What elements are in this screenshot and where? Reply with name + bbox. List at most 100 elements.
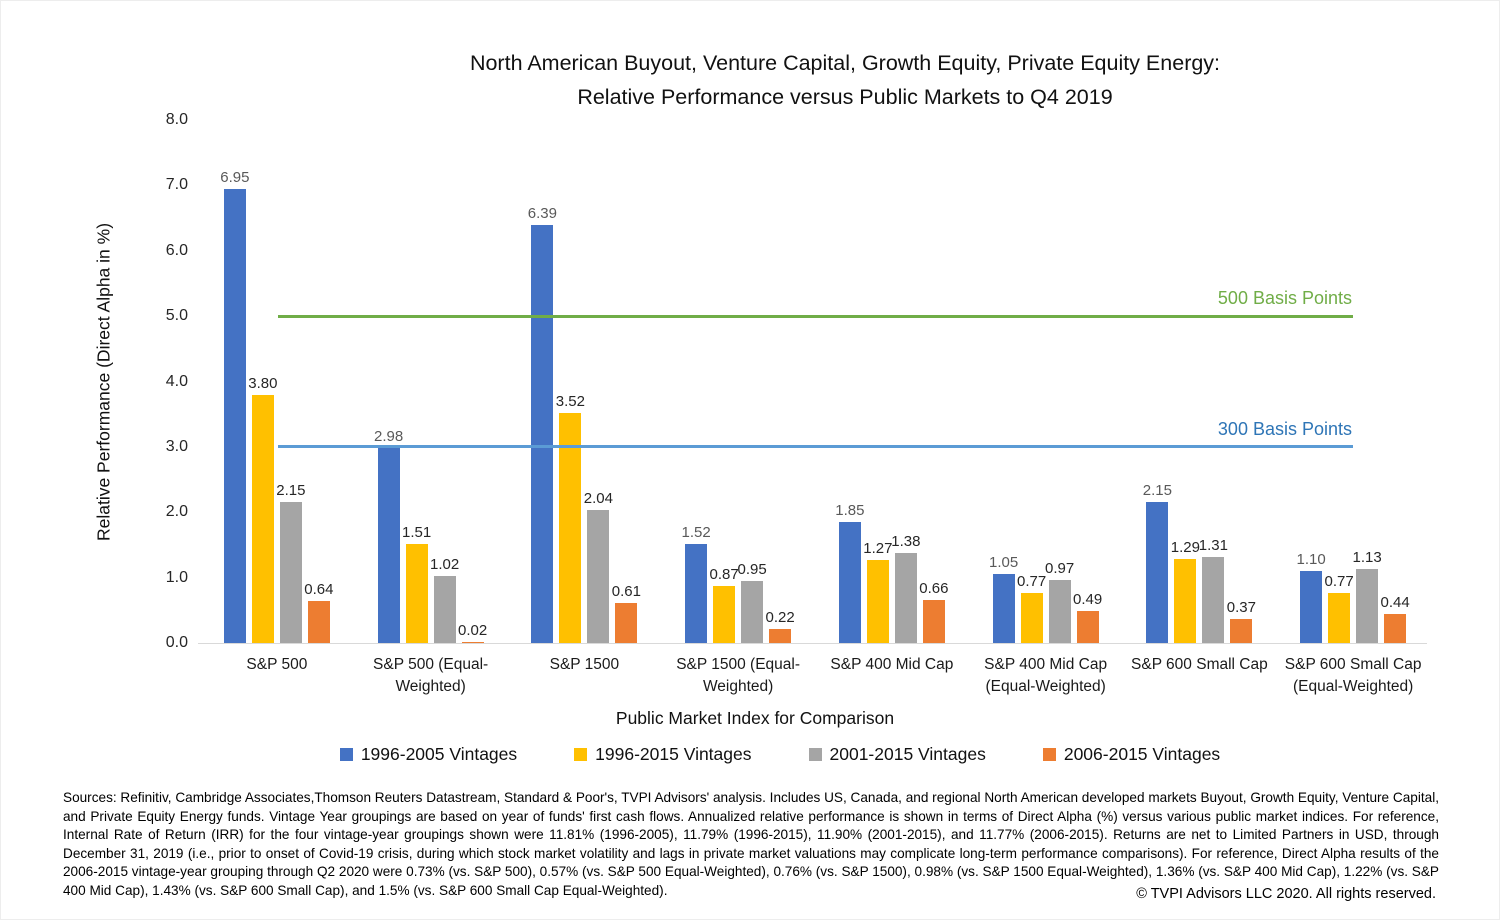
bar-value-label: 1.13 [1352, 549, 1382, 567]
x-axis-title: Public Market Index for Comparison [615, 708, 895, 728]
reference-line [278, 445, 1353, 449]
category-label: S&P 1500 (Equal-Weighted) [676, 656, 801, 695]
bar-value-label: 0.02 [458, 621, 488, 639]
bar [1048, 579, 1071, 643]
y-tick-label: 2.0 [165, 503, 188, 521]
y-tick-label: 4.0 [165, 372, 188, 390]
chart-title-line2: Relative Performance versus Public Marke… [577, 85, 1113, 109]
reference-line-label: 500 Basis Points [1217, 288, 1352, 309]
bar-value-label: 2.04 [583, 489, 613, 507]
y-tick-label: 5.0 [165, 307, 188, 325]
bar [615, 603, 638, 643]
bar-value-label: 0.95 [737, 560, 767, 578]
bar-value-label: 0.66 [919, 579, 949, 597]
bar-value-label: 1.52 [681, 523, 711, 541]
bar-value-label: 0.77 [1017, 572, 1047, 590]
bar [1146, 502, 1169, 643]
y-axis-title: Relative Performance (Direct Alpha in %) [93, 222, 114, 542]
bar-value-label: 1.29 [1170, 538, 1200, 556]
chart-title: North American Buyout, Venture Capital, … [190, 46, 1500, 114]
bar [866, 559, 889, 643]
bar [685, 543, 708, 643]
category-label: S&P 500 (Equal-Weighted) [373, 656, 489, 695]
bar-value-label: 1.10 [1296, 551, 1326, 569]
bar [307, 601, 330, 643]
legend-item: 2001-2015 Vintages [808, 744, 986, 765]
reference-line-label: 300 Basis Points [1217, 418, 1352, 439]
bar [894, 552, 917, 643]
y-tick-label: 7.0 [165, 176, 188, 194]
x-axis-line [198, 643, 1427, 644]
bar [1020, 592, 1043, 643]
bar-value-label: 0.22 [765, 608, 795, 626]
bar [1300, 571, 1323, 643]
legend-swatch [808, 748, 822, 761]
category-label: S&P 500 [246, 656, 308, 673]
category-label: S&P 400 Mid Cap (Equal-Weighted) [984, 656, 1108, 695]
bar [587, 509, 610, 643]
legend-swatch [339, 748, 353, 761]
bar [531, 225, 554, 643]
legend-label: 1996-2015 Vintages [595, 744, 752, 764]
bar-value-label: 1.02 [430, 556, 460, 574]
legend-swatch [574, 748, 588, 761]
chart-title-line1: North American Buyout, Venture Capital, … [469, 51, 1221, 75]
bar-value-label: 2.15 [1142, 482, 1172, 500]
bar-value-label: 1.05 [989, 554, 1019, 572]
category-label: S&P 600 Small Cap [1131, 656, 1268, 673]
bar-value-label: 0.97 [1045, 559, 1075, 577]
y-tick-label: 0.0 [165, 634, 188, 651]
y-tick-label: 3.0 [165, 437, 188, 455]
bar [1202, 557, 1225, 643]
bar-value-label: 0.87 [709, 566, 739, 584]
bar-value-label: 3.80 [248, 374, 278, 392]
reference-line [278, 314, 1353, 318]
bar [922, 599, 945, 643]
y-tick-label: 1.0 [165, 568, 188, 586]
bar [279, 502, 302, 643]
bar-value-label: 1.85 [835, 502, 865, 520]
bar-value-label: 0.64 [304, 581, 334, 599]
bar [713, 586, 736, 643]
y-tick-label: 8.0 [165, 111, 188, 128]
bar [377, 448, 400, 643]
legend-item: 1996-2015 Vintages [574, 744, 752, 765]
bar-value-label: 1.31 [1198, 537, 1228, 555]
legend-label: 1996-2005 Vintages [360, 744, 518, 764]
bar [433, 576, 456, 643]
chart-legend: 1996-2005 Vintages 1996-2015 Vintages 2001… [0, 744, 1500, 765]
bar-chart-plot-area: 6.95 3.80 2.15 0.64 S&P 500 2.98 1.51 1.02 0.02 S… [198, 120, 1430, 695]
bar-value-label: 6.39 [527, 205, 557, 223]
bar-value-label: 1.38 [891, 532, 921, 550]
bar [461, 641, 484, 643]
bar [1328, 592, 1351, 643]
bar [223, 188, 246, 643]
bar [1230, 618, 1253, 643]
bar-value-label: 1.27 [863, 539, 893, 557]
bar-value-label: 3.52 [555, 392, 585, 410]
bar [741, 580, 764, 643]
legend-swatch [1042, 748, 1056, 761]
category-label: S&P 600 Small Cap (Equal-Weighted) [1284, 656, 1422, 695]
category-label: S&P 400 Mid Cap [830, 656, 954, 673]
bar [838, 522, 861, 643]
bar-value-label: 6.95 [220, 168, 250, 186]
bar [1174, 558, 1197, 643]
bar [405, 544, 428, 643]
bar-value-label: 0.77 [1324, 572, 1354, 590]
bar [1384, 614, 1407, 643]
bar-value-label: 0.61 [611, 583, 641, 601]
bar [559, 412, 582, 643]
bar [769, 628, 792, 643]
bar [992, 574, 1015, 643]
legend-label: 2006-2015 Vintages [1063, 744, 1221, 764]
bar-value-label: 0.44 [1380, 594, 1410, 612]
bar [1076, 610, 1099, 643]
bar [1356, 569, 1379, 643]
legend-label: 2001-2015 Vintages [829, 744, 986, 764]
y-tick-label: 6.0 [165, 241, 188, 259]
bar-value-label: 0.49 [1073, 590, 1103, 608]
sources-note: Sources: Refinitiv, Cambridge Associates… [63, 790, 1439, 898]
legend-item: 2006-2015 Vintages [1042, 744, 1221, 765]
legend-item: 1996-2005 Vintages [339, 744, 518, 765]
